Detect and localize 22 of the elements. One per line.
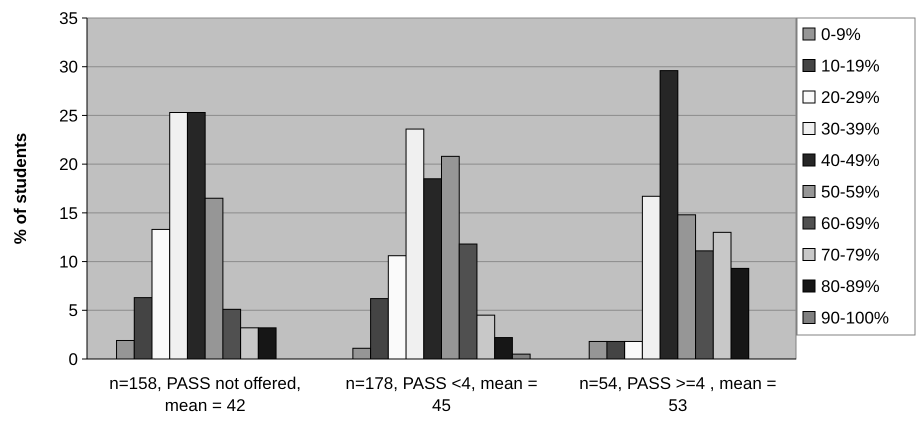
legend-label: 60-69%	[821, 214, 880, 233]
legend-label: 90-100%	[821, 308, 890, 328]
x-tick-label: n=158, PASS not offered, mean = 42	[109, 374, 302, 415]
legend-label: 0-9%	[821, 24, 861, 44]
y-tick-label: 15	[59, 204, 78, 223]
legend-label: 30-39%	[821, 119, 880, 138]
legend-label: 50-59%	[821, 182, 880, 202]
y-tick-label: 0	[68, 350, 78, 369]
y-tick-label: 10	[59, 252, 78, 272]
legend-label: 40-49%	[821, 150, 880, 170]
y-tick-label: 5	[68, 301, 78, 320]
y-tick-label: 20	[59, 155, 78, 174]
legend-label: 20-29%	[821, 88, 880, 107]
y-axis-title: % of students	[11, 132, 30, 244]
x-tick-label: n=54, PASS >=4 , mean = 53	[579, 374, 777, 415]
legend-label: 70-79%	[821, 245, 880, 264]
legend-label: 10-19%	[821, 56, 880, 76]
legend-label: 80-89%	[821, 276, 880, 296]
y-tick-label: 25	[59, 106, 78, 126]
x-tick-label: n=178, PASS <4, mean = 45	[345, 374, 538, 415]
y-tick-label: 35	[59, 8, 78, 28]
y-tick-label: 30	[59, 58, 78, 77]
